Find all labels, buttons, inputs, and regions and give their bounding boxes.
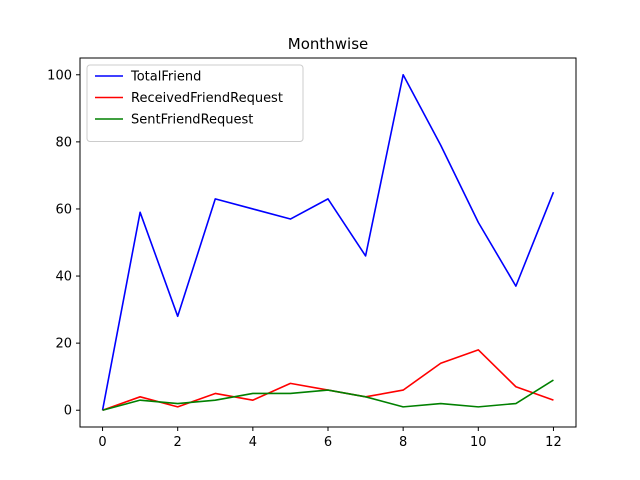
legend-label-SentFriendRequest: SentFriendRequest [131,113,253,128]
chart-title: Monthwise [288,35,369,53]
legend-label-TotalFriend: TotalFriend [130,70,201,85]
legend-box [86,64,304,142]
x-tick-label: 8 [399,435,407,450]
x-tick-label: 6 [324,435,332,450]
x-tick-label: 10 [470,435,487,450]
legend-label-ReceivedFriendRequest: ReceivedFriendRequest [131,91,283,106]
y-tick-label: 40 [55,270,72,285]
y-tick-label: 80 [55,135,72,150]
series-line-TotalFriend [101,73,555,411]
series-line-SentFriendRequest [102,379,554,412]
x-tick-label: 2 [174,435,182,450]
x-tick-label: 0 [98,435,106,450]
plot-area: 0 2 4 6 8 10 12 0 20 40 60 80 100 TotalFriend Received… [47,57,577,450]
x-tick-label: 4 [249,435,257,450]
x-tick-label: 12 [545,435,562,450]
y-tick-label: 100 [47,68,72,83]
y-tick-label: 0 [64,404,72,419]
y-tick-label: 60 [55,202,72,217]
y-tick-label: 20 [55,337,72,352]
